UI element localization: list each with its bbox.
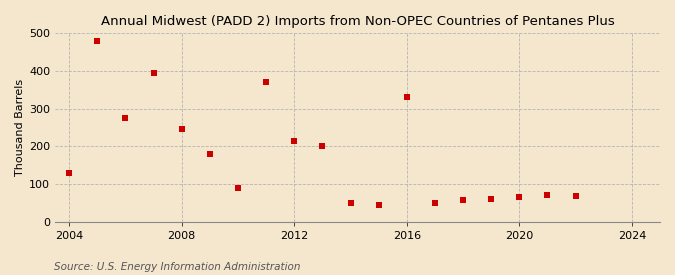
Point [148, 71, 159, 75]
Point [345, 201, 356, 205]
Point [289, 139, 300, 143]
Point [429, 201, 440, 205]
Point [92, 39, 103, 43]
Point [205, 152, 215, 156]
Point [261, 80, 271, 84]
Title: Annual Midwest (PADD 2) Imports from Non-OPEC Countries of Pentanes Plus: Annual Midwest (PADD 2) Imports from Non… [101, 15, 614, 28]
Point [176, 127, 187, 132]
Point [64, 170, 75, 175]
Point [317, 144, 328, 148]
Point [458, 198, 468, 202]
Point [542, 193, 553, 197]
Point [514, 195, 524, 199]
Point [486, 197, 497, 201]
Point [373, 203, 384, 207]
Point [570, 194, 581, 198]
Point [120, 116, 131, 120]
Point [233, 186, 244, 190]
Text: Source: U.S. Energy Information Administration: Source: U.S. Energy Information Administ… [54, 262, 300, 272]
Y-axis label: Thousand Barrels: Thousand Barrels [15, 79, 25, 176]
Point [402, 95, 412, 100]
